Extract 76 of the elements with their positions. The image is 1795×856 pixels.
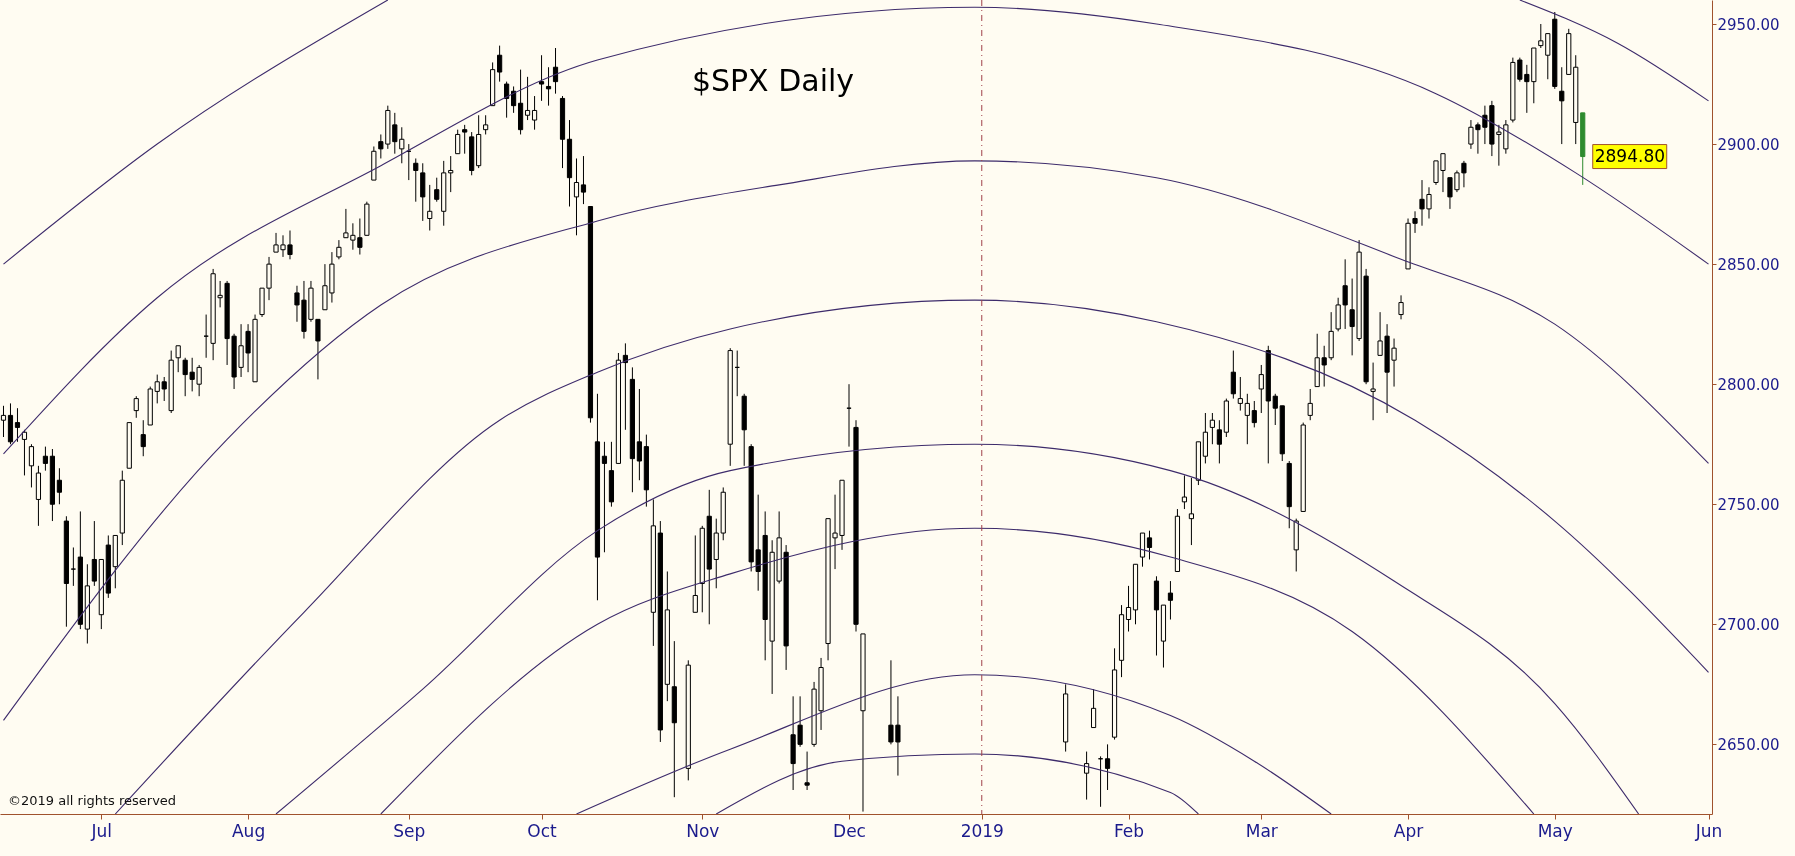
candlestick (1181, 474, 1188, 510)
x-tick-label: 2019 (960, 820, 1004, 841)
x-tick-label: Jun (1694, 820, 1723, 841)
y-tick-label: 2750.00 (1717, 495, 1780, 514)
candlestick (1188, 477, 1195, 546)
candlestick (636, 388, 642, 481)
line-series (114, 299, 1710, 814)
candlestick (538, 54, 545, 102)
line-series (275, 443, 1640, 814)
candlestick (140, 419, 146, 457)
x-tick-label: Oct (527, 820, 558, 841)
candlestick (504, 81, 510, 119)
candlestick (133, 395, 139, 419)
candlestick (1559, 66, 1565, 145)
candlestick (573, 157, 580, 236)
candlestick (56, 467, 62, 505)
candlestick (1398, 294, 1404, 320)
candlestick (1209, 412, 1215, 445)
x-tick-label: Feb (1113, 820, 1145, 841)
candlestick (804, 751, 810, 791)
x-tick-label: Aug (231, 820, 266, 841)
candlestick (1125, 585, 1132, 633)
y-tick-label: 2800.00 (1717, 375, 1780, 394)
candlestick (1104, 743, 1111, 791)
x-tick-label: May (1537, 820, 1573, 841)
candlestick (1084, 751, 1090, 801)
candlestick (1251, 400, 1257, 428)
candlestick (336, 239, 342, 260)
candlestick (448, 155, 454, 193)
candlestick (601, 441, 608, 553)
candlestick (91, 520, 97, 587)
x-tick-label: Mar (1245, 820, 1278, 841)
y-tick-label: 2650.00 (1717, 735, 1780, 754)
candlestick (1237, 376, 1243, 412)
candlestick (42, 446, 49, 472)
x-tick-label: Apr (1393, 820, 1424, 841)
candlestick (524, 76, 531, 121)
candlestick (1090, 688, 1097, 729)
candlestick (1272, 393, 1278, 426)
candlestick (497, 45, 503, 83)
candlestick (1244, 393, 1250, 445)
candlestick (1370, 362, 1376, 421)
candlestick (427, 184, 433, 232)
candlestick (1216, 419, 1222, 464)
line-series (380, 527, 1535, 814)
candlestick (175, 345, 181, 373)
candlestick (434, 177, 440, 203)
line-series (2, 160, 1710, 721)
x-tick-label: Sep (393, 820, 426, 841)
y-tick-label: 2700.00 (1717, 615, 1780, 634)
x-tick-label: Jul (90, 820, 113, 841)
candlestick (580, 155, 587, 205)
x-tick-label: Nov (686, 820, 720, 841)
text: $SPX Daily (691, 63, 855, 98)
line-series (715, 753, 1199, 814)
line-series (2, 6, 1710, 455)
annotation: 2894.80 (1594, 145, 1666, 166)
candlestick (1167, 580, 1174, 620)
candlestick (455, 129, 461, 155)
y-tick-label: 2950.00 (1717, 15, 1780, 34)
candlestick (70, 546, 76, 587)
candlestick (413, 157, 419, 203)
candlestick (531, 95, 538, 131)
candlestick (14, 407, 21, 443)
candlestick (1146, 530, 1153, 560)
x-tick-label: Dec (833, 820, 866, 841)
candlestick (483, 114, 489, 135)
y-tick-label: 2900.00 (1717, 135, 1780, 154)
y-tick-label: 2850.00 (1717, 255, 1780, 274)
candlestick (1258, 364, 1264, 414)
candlestick (28, 443, 35, 488)
candlestick (1307, 388, 1313, 421)
candlestick (462, 124, 468, 155)
line-series (575, 674, 1332, 814)
candlestick (1230, 350, 1236, 400)
candlestick (692, 534, 698, 613)
